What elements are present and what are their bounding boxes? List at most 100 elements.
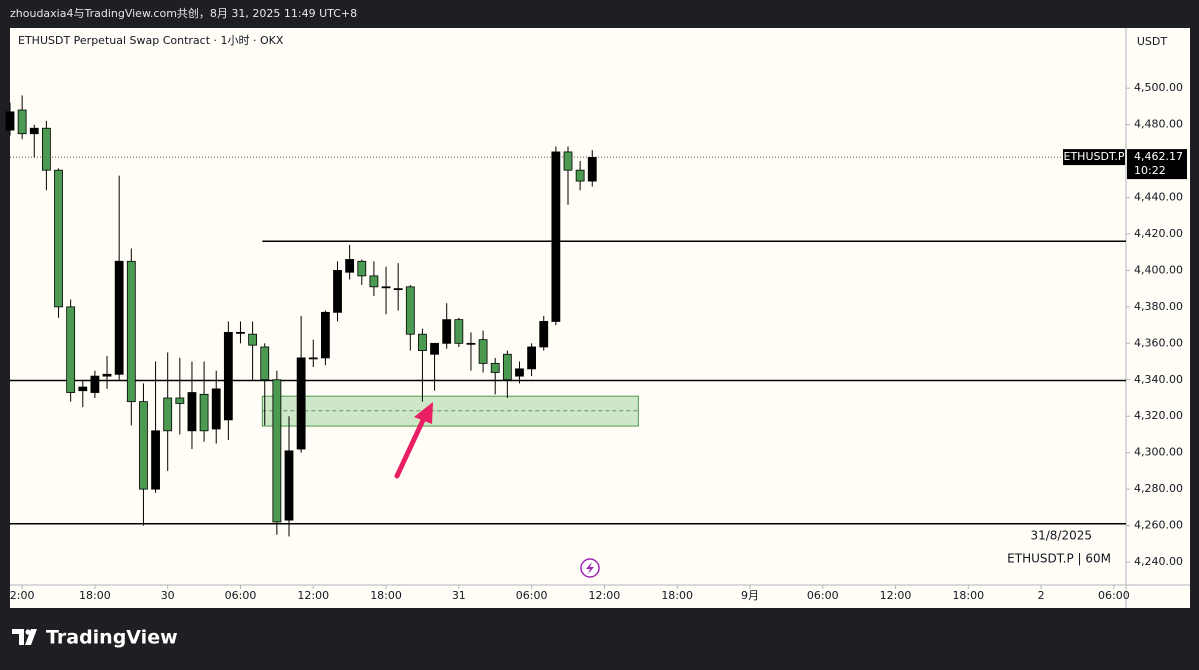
candle-body [114,260,124,375]
x-tick-label: 06:00 [516,589,548,602]
x-tick-label: 31 [452,589,466,602]
candle-body [515,368,524,377]
x-tick-label: 18:00 [370,589,402,602]
candle-body [381,286,391,289]
y-tick-label: 4,300.00 [1134,446,1183,459]
candle-body [478,339,488,364]
y-tick-label: 4,400.00 [1134,263,1183,276]
y-tick-label: 4,500.00 [1134,81,1183,94]
candle-body [587,157,597,182]
candle-body [502,353,512,381]
y-tick-label: 4,320.00 [1134,409,1183,422]
candle-body [102,373,112,377]
brand: TradingView [12,627,178,649]
candle-body [17,109,27,135]
header: zhoudaxia4与TradingView.com共创，8月 31, 2025… [10,7,357,20]
candle-body [405,286,415,335]
y-tick-label: 4,240.00 [1134,555,1183,568]
candle-body [308,357,318,360]
arrow-shaft [394,415,427,479]
x-tick-label: 2 [1038,589,1045,602]
x-tick-label: 06:00 [225,589,257,602]
event-bolt [586,562,594,574]
candle-body [490,362,500,373]
candle-body [175,397,185,404]
candle-body [223,331,233,421]
candle-body [296,357,306,450]
candle-body [418,333,427,352]
brand-logo-dot [25,629,31,635]
candle-body [211,388,221,430]
chart-background [10,28,1190,608]
candle-body [41,127,51,171]
candle-body [54,169,63,308]
symbol-note: ETHUSDT.P | 60M [1007,552,1111,566]
candle-body [430,342,439,355]
arrow-head [414,402,433,424]
x-tick-label: 06:00 [807,589,839,602]
y-tick-label: 4,380.00 [1134,300,1183,313]
candle-body [236,331,245,334]
plot: 4,240.00 4,260.00 4,280.00 4,300.00 4,320.00… [5,81,1187,602]
candle-body [563,151,573,171]
y-tick-label: 4,440.00 [1134,191,1183,204]
price-label-bg [1127,149,1187,180]
candle-body [139,401,148,490]
symbol-label-bg [1063,149,1125,166]
arrow [394,402,433,479]
brand-logo [12,629,37,645]
brand-name: TradingView [46,627,178,649]
countdown-label: 10:22 [1134,164,1166,177]
candle-body [29,127,39,135]
candle-body [90,375,100,393]
candle-body [357,260,367,277]
candle-body [527,346,537,370]
candle-body [248,333,258,346]
x-tick-label: 18:00 [79,589,111,602]
y-tick-label: 4,360.00 [1134,336,1183,349]
event-icon [580,558,600,578]
candle-body [442,319,452,344]
candle-body [345,259,355,273]
x-tick-label: 12:00 [589,589,621,602]
candle-body [78,386,88,392]
x-tick-label: 06:00 [1098,589,1130,602]
y-tick-label: 4,480.00 [1134,118,1183,131]
candle-body [151,430,160,490]
y-tick-label: 4,260.00 [1134,519,1183,532]
candle-body [66,306,76,393]
candle-body [272,379,282,523]
x-tick-label: 12:00 [880,589,912,602]
candle-body [369,275,379,288]
candle-body [163,397,173,432]
candle-body [466,342,476,345]
candle-body [575,169,585,182]
x-tick-label: 12:00 [297,589,329,602]
zone [261,395,639,427]
candle-body [126,260,136,403]
y-tick-label: 4,280.00 [1134,482,1183,495]
candle-body [320,311,330,359]
candle-body [187,392,197,432]
symbol-label: ETHUSDT.P [1064,150,1125,163]
currency: USDT [1137,35,1168,48]
candle-body [551,151,561,322]
candle-body [199,393,209,432]
candle-body [539,321,549,348]
candle-body [284,450,294,521]
price-label: 4,462.17 [1134,150,1183,163]
y-tick-label: 4,340.00 [1134,373,1183,386]
x-tick-label: 2:00 [10,589,35,602]
candle-body [454,319,464,344]
chart-title: ETHUSDT Perpetual Swap Contract · 1小时 · … [18,34,284,47]
y-tick-label: 4,420.00 [1134,227,1183,240]
x-tick-label: 18:00 [661,589,693,602]
candle-body [393,288,403,291]
candle-body [260,346,270,381]
x-tick-label: 9月 [741,589,759,602]
x-tick-label: 30 [161,589,175,602]
candle-body [333,270,342,313]
date-note: 31/8/2025 [1030,529,1092,543]
